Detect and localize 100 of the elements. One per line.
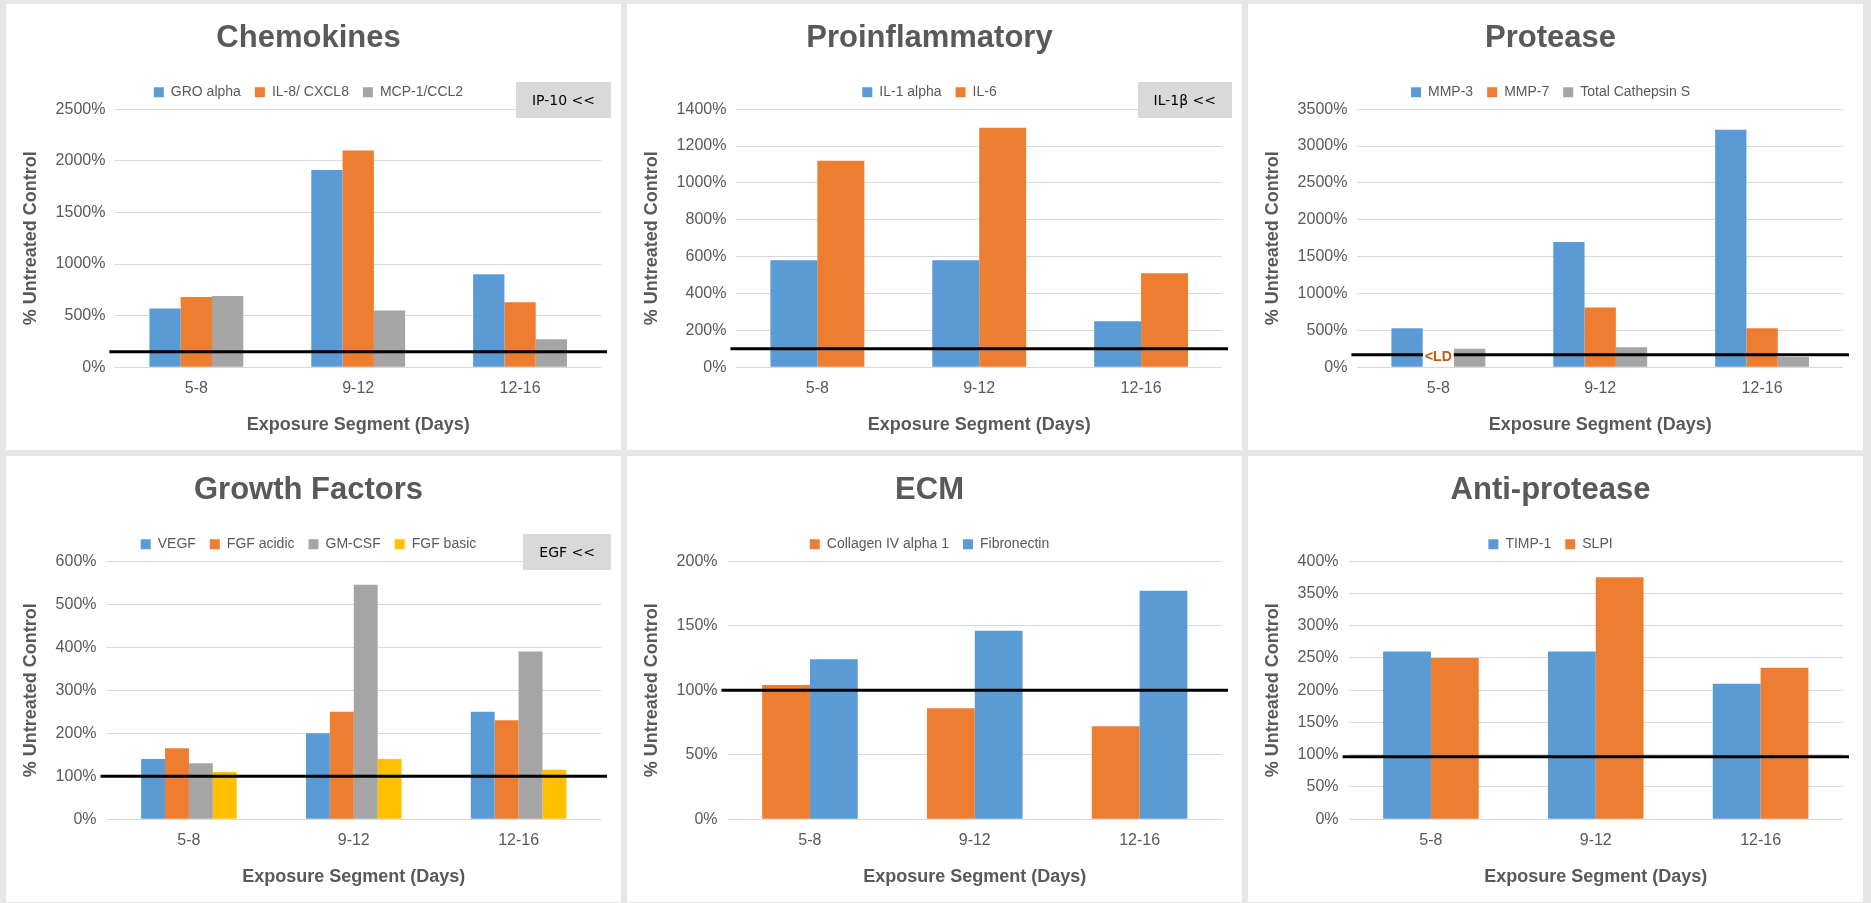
legend-label: FGF acidic [226,535,295,552]
chart-title: Proinflammatory [806,19,1054,55]
bar [473,274,505,367]
bar [188,763,213,819]
chart-title: Anti-protease [1450,471,1651,507]
y-tick-label: 0% [82,357,106,375]
y-tick-label: 200% [55,723,97,741]
x-tick-label: 5-8 [1426,379,1451,397]
chart-title: ECM [895,471,964,507]
y-tick-label: 200% [676,551,718,569]
y-axis-title: % Untreated Control [19,603,40,778]
legend-label: Collagen IV alpha 1 [826,535,950,552]
y-tick-label: 200% [1297,680,1339,698]
y-tick-label: 50% [1306,777,1339,795]
y-tick-label: 600% [685,247,727,265]
x-tick-label: 5-8 [1419,831,1443,849]
bar [926,708,975,819]
x-tick-label: 12-16 [498,831,540,849]
legend-label: IL-1 alpha [879,83,942,100]
bar [518,651,543,819]
x-axis-title: Exposure Segment (Days) [863,866,1087,887]
y-tick-label: 300% [1297,616,1339,634]
bar [305,733,330,819]
bar [1547,651,1596,819]
y-tick-label: 3500% [1297,99,1348,117]
bar [1391,328,1423,367]
bar [212,295,244,367]
legend-label: Fibronectin [979,535,1050,552]
x-tick-label: 5-8 [184,379,209,397]
y-tick-label: 500% [1306,320,1348,338]
y-axis-title: % Untreated Control [1261,151,1282,326]
x-tick-label: 9-12 [342,379,375,397]
x-tick-label: 9-12 [963,379,996,397]
y-axis-title: % Untreated Control [640,151,661,326]
bar [149,308,181,367]
bar [1553,241,1585,367]
x-tick-label: 5-8 [798,831,822,849]
bar [1383,651,1431,819]
y-axis-title: % Untreated Control [640,603,661,778]
legend-label: MMP-7 [1504,83,1550,100]
legend-label: MCP-1/CCL2 [379,83,464,100]
y-tick-label: 100% [55,766,97,784]
chart-title: Protease [1485,19,1616,55]
legend-label: SLPI [1582,535,1613,552]
x-tick-label: 12-16 [1740,831,1782,849]
x-axis-title: Exposure Segment (Days) [242,866,466,887]
bar [329,711,354,819]
y-tick-label: 2500% [1297,173,1348,191]
text: EGF << [523,534,611,570]
x-tick-label: 5-8 [177,831,201,849]
y-tick-label: 250% [1297,648,1339,666]
y-tick-label: 1500% [1297,247,1348,265]
bar [180,297,212,367]
bar [141,759,166,819]
y-tick-label: 0% [694,809,718,827]
x-tick-label: 12-16 [1741,379,1783,397]
bar [342,150,374,367]
bar [1715,129,1747,367]
y-axis-title: % Untreated Control [19,151,40,326]
x-tick-label: 9-12 [1584,379,1617,397]
y-tick-label: 150% [676,616,718,634]
y-tick-label: 0% [73,809,97,827]
x-tick-label: 5-8 [805,379,830,397]
y-tick-label: 1000% [55,254,106,272]
bar [377,759,402,819]
bar [1746,328,1778,367]
bar [494,720,519,819]
bar [1712,683,1761,819]
y-tick-label: 0% [703,357,727,375]
y-tick-label: 300% [55,680,97,698]
y-tick-label: 200% [685,320,727,338]
chart-title: Growth Factors [193,471,424,507]
x-tick-label: 12-16 [499,379,541,397]
y-tick-label: 3000% [1297,136,1348,154]
x-tick-label: 9-12 [1579,831,1612,849]
bar [1777,356,1810,367]
x-tick-label: 12-16 [1119,831,1161,849]
bar [311,170,343,367]
y-tick-label: 100% [676,680,718,698]
bar [470,711,495,819]
legend-label: MMP-3 [1428,83,1474,100]
y-tick-label: 1200% [676,136,727,154]
y-axis-title: % Untreated Control [1261,603,1282,778]
y-tick-label: 1400% [676,99,727,117]
bar [1584,307,1616,367]
x-tick-label: 9-12 [337,831,370,849]
x-axis-title: Exposure Segment (Days) [246,414,470,435]
x-tick-label: 12-16 [1120,379,1162,397]
bar [1091,726,1140,819]
y-tick-label: 1000% [1297,283,1348,301]
bar [1139,590,1188,819]
bar [504,302,536,367]
y-tick-label: 500% [55,594,97,612]
annotation: <LD [1424,347,1452,364]
legend-label: IL-8/ CXCL8 [271,83,350,100]
bar [762,685,810,819]
legend-label: TIMP-1 [1505,535,1552,552]
x-axis-title: Exposure Segment (Days) [867,414,1091,435]
legend-label: FGF basic [411,535,477,552]
bar [165,748,189,819]
